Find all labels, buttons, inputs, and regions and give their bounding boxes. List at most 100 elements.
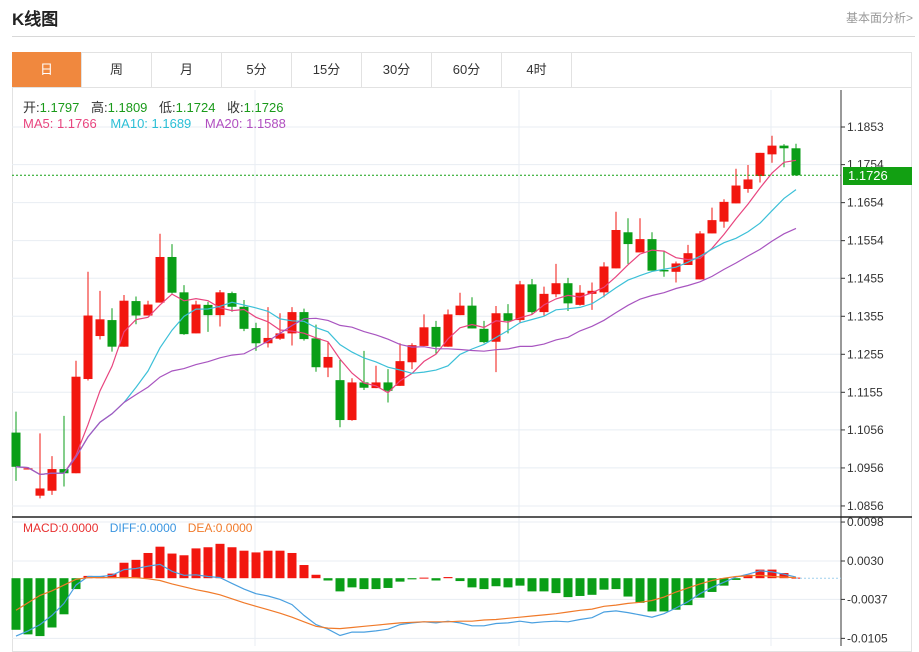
- candle-body: [203, 304, 213, 316]
- macd-bar: [635, 578, 645, 603]
- candle-body: [107, 320, 117, 347]
- macd-bar: [239, 550, 249, 579]
- ma-legend: MA5: 1.1766 MA10: 1.1689 MA20: 1.1588: [23, 116, 296, 131]
- low-value: 1.1724: [175, 100, 216, 115]
- candle-body: [383, 382, 393, 391]
- candle: [659, 250, 669, 277]
- diff-legend-value: DIFF:0.0000: [109, 521, 177, 535]
- candle: [467, 297, 477, 329]
- diff-line: [15, 563, 797, 637]
- macd-y-tick-label: -0.0037: [847, 592, 888, 606]
- candle: [35, 433, 45, 499]
- candle-body: [755, 152, 765, 177]
- candle-body: [515, 284, 525, 321]
- macd-bar: [515, 578, 525, 586]
- candle-body: [143, 304, 153, 316]
- candle-body: [575, 292, 585, 305]
- macd-bar: [203, 547, 213, 579]
- macd-bar: [11, 578, 21, 630]
- page-title: K线图: [12, 10, 59, 29]
- macd-bar: [227, 547, 237, 579]
- candle: [47, 456, 57, 495]
- candle-body: [443, 314, 453, 347]
- macd-legend: MACD:0.0000 DIFF:0.0000 DEA:0.0000: [23, 521, 260, 535]
- fundamental-analysis-link[interactable]: 基本面分析>: [845, 11, 913, 25]
- candle-body: [155, 256, 165, 303]
- candle-body: [611, 230, 621, 269]
- tab-15min[interactable]: 15分: [292, 52, 362, 87]
- candle: [731, 168, 741, 204]
- tab-60min[interactable]: 60分: [432, 52, 502, 87]
- candle-body: [119, 300, 129, 347]
- y-tick-label: 1.1654: [847, 196, 884, 210]
- macd-bar: [359, 578, 369, 590]
- candle-body: [791, 148, 801, 176]
- candle: [671, 261, 681, 283]
- tab-30min[interactable]: 30分: [362, 52, 432, 87]
- candle-body: [647, 239, 657, 271]
- macd-bar: [59, 578, 69, 615]
- candle-body: [503, 313, 513, 321]
- tab-4hour[interactable]: 4时: [502, 52, 572, 87]
- macd-bar: [455, 578, 465, 582]
- open-value: 1.1797: [39, 100, 80, 115]
- candle-body: [563, 283, 573, 304]
- candle-body: [659, 269, 669, 272]
- candle: [203, 301, 213, 332]
- candle: [191, 300, 201, 334]
- tab-day[interactable]: 日: [12, 52, 82, 87]
- candle-body: [491, 313, 501, 342]
- candle: [767, 135, 777, 163]
- candle-body: [479, 328, 489, 343]
- candle-body: [467, 305, 477, 329]
- y-tick-label: 1.1056: [847, 423, 884, 437]
- candle-body: [287, 312, 297, 334]
- candle-body: [131, 301, 141, 316]
- candle: [719, 199, 729, 228]
- candle: [551, 263, 561, 298]
- ma5-legend: MA5: 1.1766: [23, 116, 97, 131]
- candle: [83, 271, 93, 381]
- candle: [599, 262, 609, 298]
- macd-bar: [647, 578, 657, 612]
- y-tick-label: 1.1355: [847, 309, 884, 323]
- candle-body: [527, 284, 537, 313]
- tab-5min[interactable]: 5分: [222, 52, 292, 87]
- candle-body: [71, 376, 81, 474]
- macd-bar: [431, 578, 441, 581]
- macd-bar: [731, 578, 741, 580]
- macd-bar: [503, 578, 513, 588]
- tab-week[interactable]: 周: [82, 52, 152, 87]
- candle: [59, 415, 69, 487]
- macd-bar: [419, 577, 429, 579]
- candle-body: [275, 333, 285, 339]
- macd-bar: [323, 578, 333, 581]
- candle-body: [455, 305, 465, 316]
- candle-body: [539, 293, 549, 313]
- candle-body: [167, 256, 177, 293]
- candle-body: [395, 361, 405, 386]
- candle: [611, 211, 621, 269]
- candle-body: [635, 239, 645, 253]
- candle: [251, 322, 261, 351]
- candle: [743, 165, 753, 193]
- macd-y-tick-label: 0.0098: [847, 515, 884, 529]
- candle: [95, 290, 105, 340]
- candle-body: [371, 382, 381, 389]
- header-divider: [12, 36, 915, 37]
- ma10-legend: MA10: 1.1689: [110, 116, 192, 131]
- candle: [11, 411, 21, 481]
- macd-bar: [623, 578, 633, 597]
- tab-month[interactable]: 月: [152, 52, 222, 87]
- y-tick-label: 1.1554: [847, 234, 884, 248]
- y-tick-label: 1.1155: [847, 385, 883, 399]
- candle: [155, 233, 165, 303]
- candle: [311, 324, 321, 372]
- low-label: 低:: [159, 100, 176, 115]
- macd-bar: [107, 573, 117, 579]
- high-label: 高:: [91, 100, 108, 115]
- current-price-label: 1.1726: [843, 167, 912, 185]
- macd-bar: [23, 578, 33, 635]
- macd-bar: [599, 578, 609, 590]
